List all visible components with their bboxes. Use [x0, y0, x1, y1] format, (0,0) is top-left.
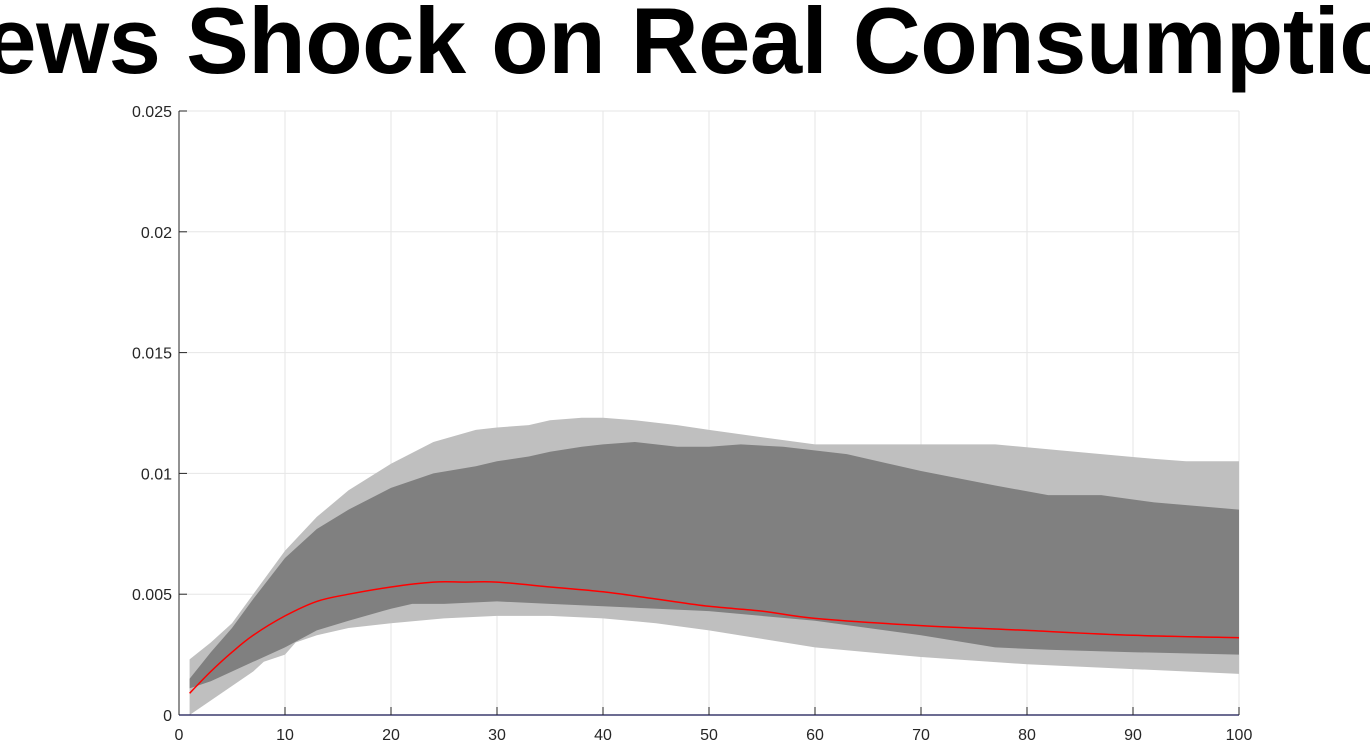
x-tick-label: 20: [382, 727, 400, 743]
y-tick-label: 0: [163, 708, 172, 725]
x-tick-label: 50: [700, 727, 718, 743]
x-tick-label: 0: [175, 727, 184, 743]
y-tick-label: 0.005: [132, 587, 172, 604]
x-tick-label: 70: [912, 727, 930, 743]
x-tick-label: 80: [1018, 727, 1036, 743]
x-tick-label: 40: [594, 727, 612, 743]
tick-label-layer: 0 10 20 30 40 50 60 70 80 90 100 0 0.005 0.01 0.015 0.0…: [132, 104, 1252, 743]
x-tick-label: 30: [488, 727, 506, 743]
y-tick-label: 0.015: [132, 346, 172, 363]
band-layer: [189, 417, 1240, 715]
y-tick-label: 0.02: [141, 225, 172, 242]
x-tick-label: 10: [276, 727, 294, 743]
axis-layer: [178, 110, 1240, 716]
y-tick-label: 0.01: [141, 466, 172, 483]
inner-confidence-band: [189, 442, 1240, 689]
x-tick-label: 100: [1226, 727, 1253, 743]
median-response-line: [189, 580, 1240, 694]
x-tick-label: 60: [806, 727, 824, 743]
chart-title: News Shock on Real Consumption: [0, 0, 1370, 93]
y-tick-label: 0.025: [132, 104, 172, 121]
x-tick-label: 90: [1124, 727, 1142, 743]
